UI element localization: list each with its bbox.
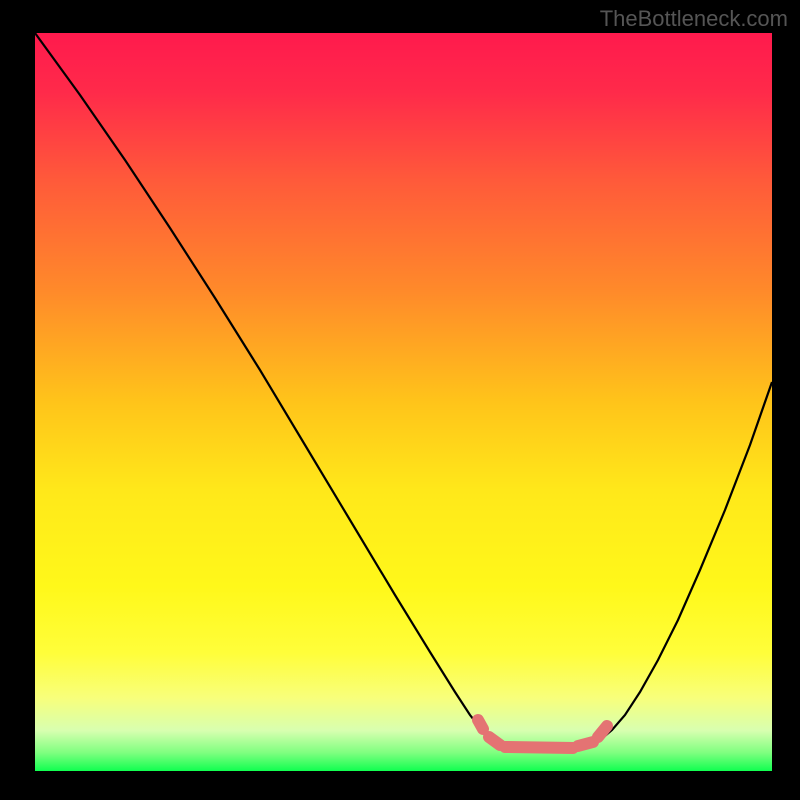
bottleneck-chart xyxy=(0,0,800,800)
watermark-text: TheBottleneck.com xyxy=(600,6,788,32)
accent-segment xyxy=(505,747,573,748)
chart-background xyxy=(35,33,772,771)
chart-svg xyxy=(0,0,800,800)
accent-segment xyxy=(489,737,500,745)
accent-segment xyxy=(478,720,483,729)
accent-segment xyxy=(578,742,593,746)
accent-segment xyxy=(598,726,607,737)
